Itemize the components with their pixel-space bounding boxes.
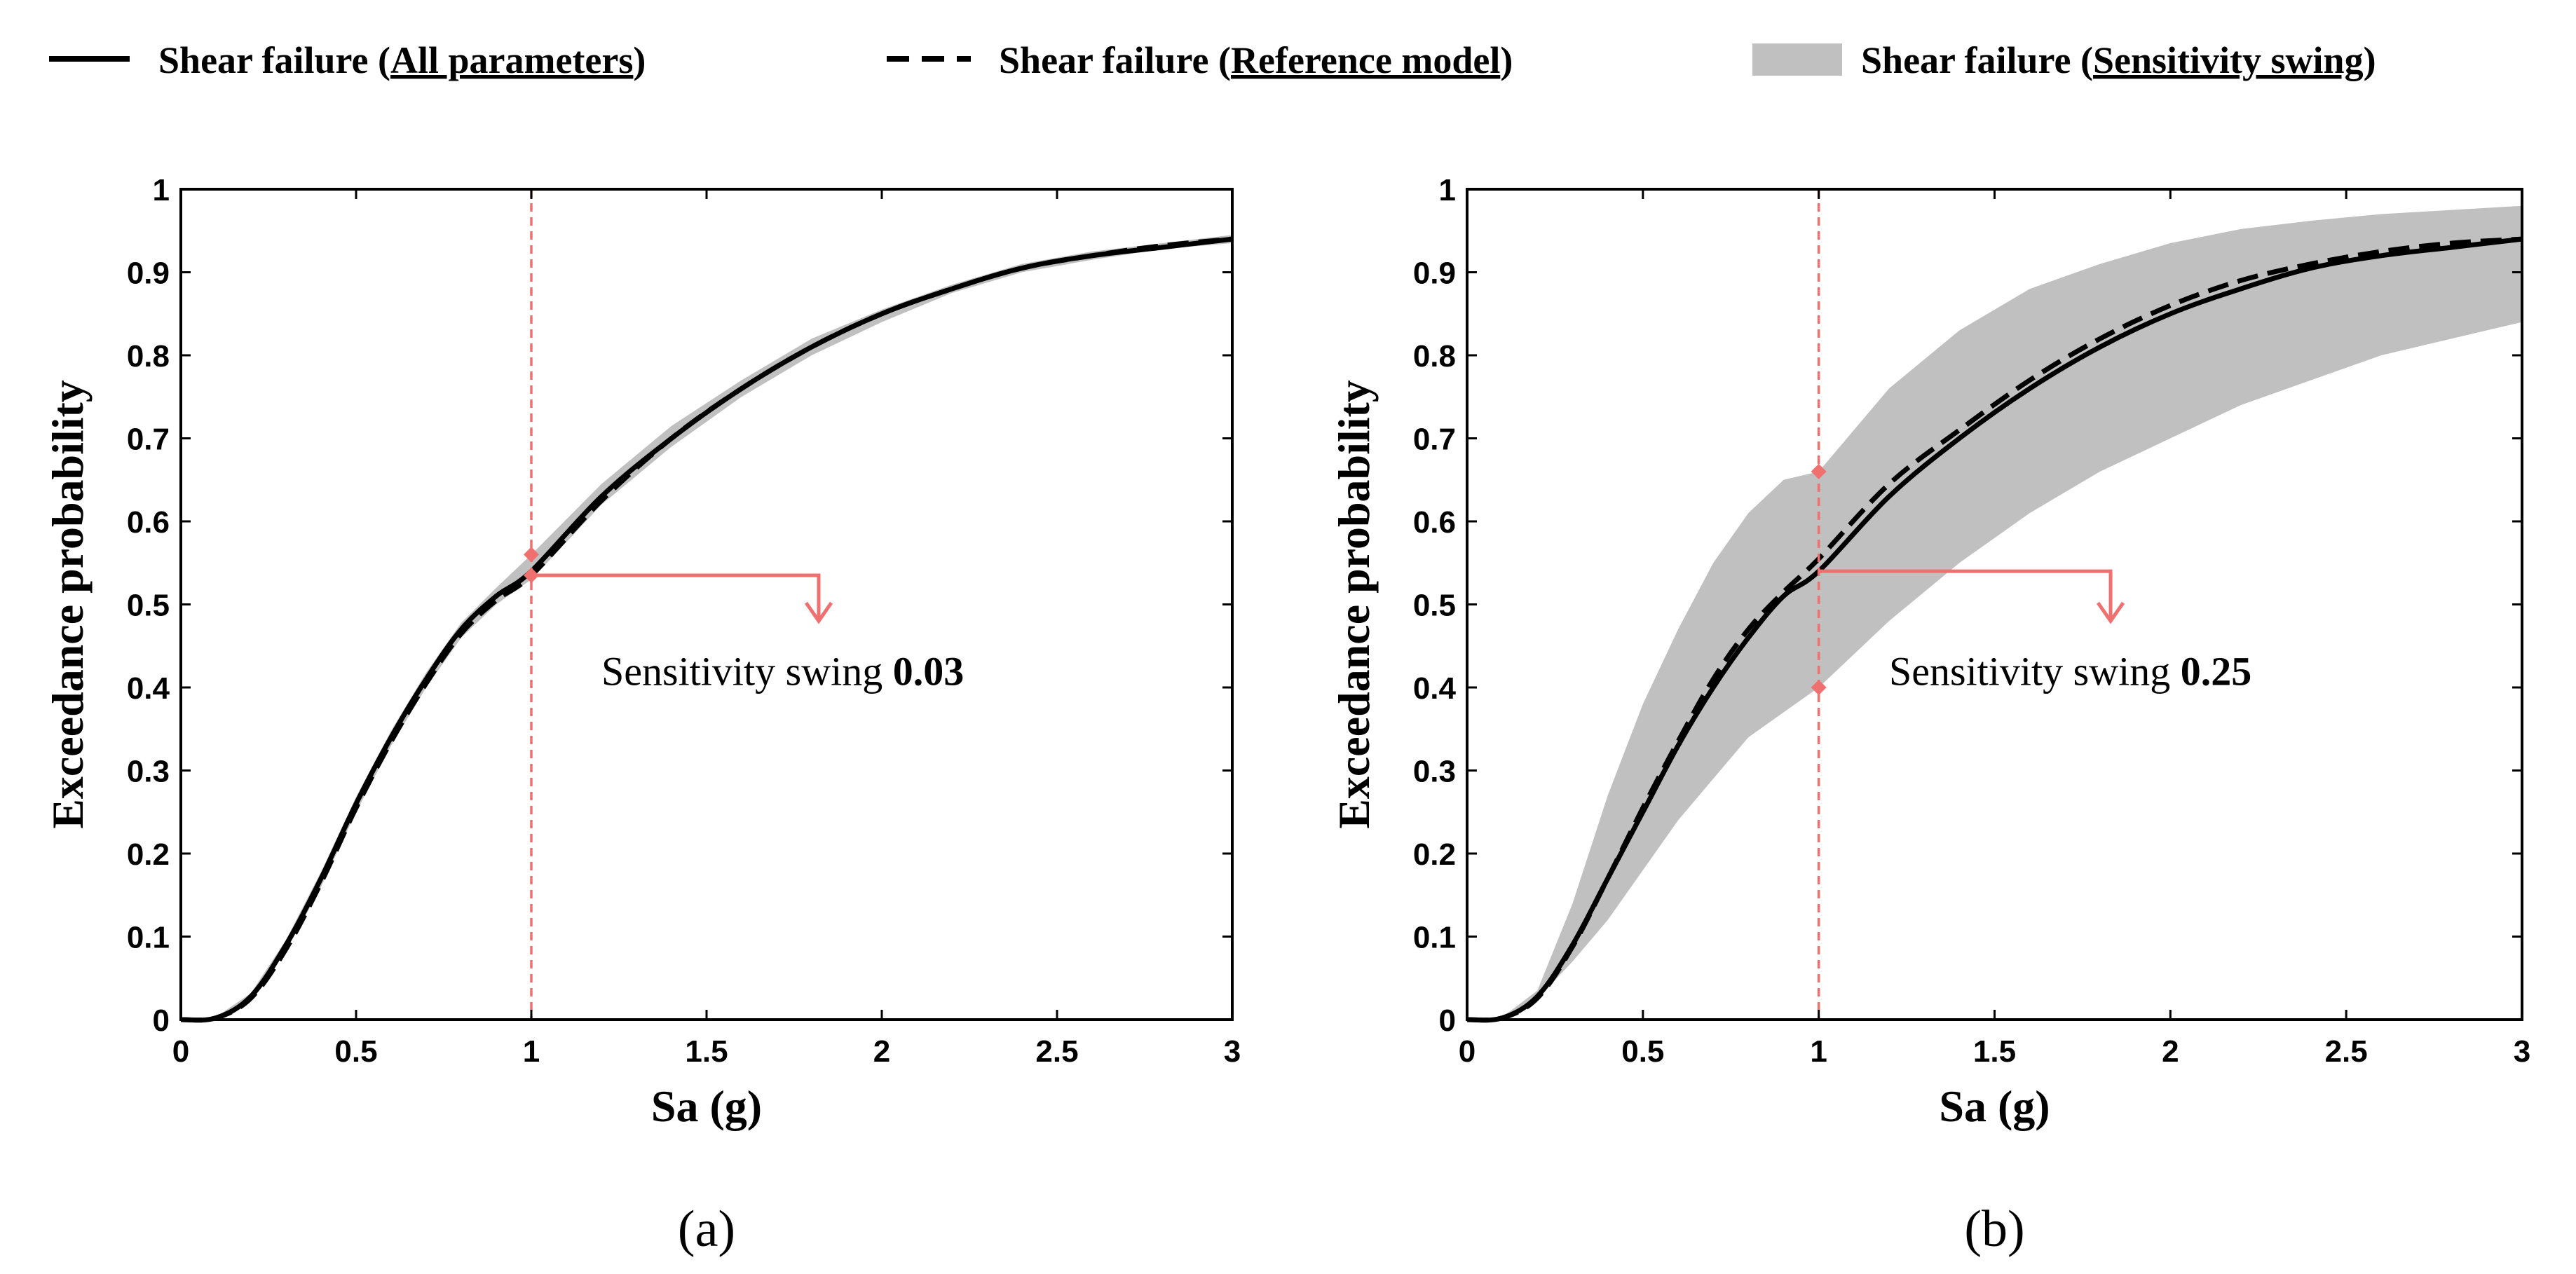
panel-label-b: (b) [1964,1200,2024,1258]
y-tick-label: 0.7 [1413,423,1456,457]
y-tick-label: 0.1 [1413,921,1456,955]
swing-arrow-head [804,601,833,624]
legend-item-sensitivity-swing: Shear failure (Sensitivity swing) [1861,39,2376,81]
chart-panel-a: 0 0.5 1 1.5 2 2.5 3 0 0.1 0.2 0.3 0.4 0.5 0.6 0.7 0.8 0.… [43,173,1241,1258]
y-tick-label: 0.6 [1413,505,1456,540]
sensitivity-annotation-a: Sensitivity swing 0.03 [601,648,964,694]
x-tick-label: 0.5 [1621,1034,1664,1069]
x-tick-label: 2.5 [2325,1034,2368,1069]
x-tick-label: 0 [1459,1034,1476,1069]
y-tick-label: 0.7 [127,423,170,457]
x-axis-title: Sa (g) [1939,1081,2050,1131]
y-tick-label: 1 [1439,173,1456,207]
y-tick-label: 0 [153,1004,170,1038]
legend: Shear failure (All parameters) Shear fai… [49,39,2376,81]
x-tick-label: 2 [2162,1034,2179,1069]
y-tick-label: 0.6 [127,505,170,540]
y-tick-label: 1 [153,173,170,207]
swing-arrow-head [2096,601,2125,624]
y-tick-label: 0.4 [127,671,170,706]
chart-panel-b: 0 0.5 1 1.5 2 2.5 3 0 0.1 0.2 0.3 0.4 0.5 0.6 0.7 0.8 0.… [1329,173,2530,1258]
x-tick-label: 1 [1810,1034,1827,1069]
y-tick-label: 0.9 [1413,256,1456,291]
y-tick-label: 0.9 [127,256,170,291]
x-axis-title: Sa (g) [651,1081,762,1131]
x-tick-label: 2 [873,1034,890,1069]
y-tick-label: 0.3 [1413,755,1456,789]
reference-model-line [180,236,1233,1023]
x-tick-label: 2.5 [1035,1034,1078,1069]
y-tick-label: 0.8 [127,339,170,374]
x-tick-label: 3 [2514,1034,2530,1069]
y-axis-title: Exceedance probability [43,380,93,829]
x-tick-label: 0 [172,1034,189,1069]
x-tick-label: 0.5 [334,1034,377,1069]
x-tick-label: 1.5 [685,1034,728,1069]
panel-label-a: (a) [678,1200,735,1258]
y-tick-label: 0.2 [127,837,170,872]
x-tick-label: 1.5 [1973,1034,2016,1069]
sensitivity-swing-band [1467,205,2522,1020]
sensitivity-swing-band [181,235,1232,1020]
swing-marker [1811,680,1827,695]
swing-marker [1811,463,1827,479]
y-tick-label: 0.5 [127,589,170,623]
y-axis-title: Exceedance probability [1329,380,1379,829]
y-tick-label: 0 [1439,1004,1456,1038]
sensitivity-annotation-b: Sensitivity swing 0.25 [1889,648,2251,694]
legend-item-all-parameters: Shear failure (All parameters) [158,39,646,81]
y-tick-label: 0.4 [1413,671,1457,706]
y-tick-label: 0.2 [1413,837,1456,872]
y-tick-label: 0.8 [1413,339,1456,374]
legend-item-reference-model: Shear failure (Reference model) [999,39,1513,81]
swing-arrow [1818,569,2113,622]
y-tick-label: 0.5 [1413,589,1456,623]
x-tick-label: 3 [1224,1034,1241,1069]
swing-marker [524,547,539,563]
x-tick-label: 1 [523,1034,540,1069]
legend-band-swatch [1752,43,1842,76]
y-tick-label: 0.1 [127,921,170,955]
y-tick-label: 0.3 [127,755,170,789]
all-parameters-line [180,236,1233,1023]
plot-frame [179,188,1234,1021]
reference-model-line [1466,236,2523,1023]
swing-arrow [531,573,821,622]
